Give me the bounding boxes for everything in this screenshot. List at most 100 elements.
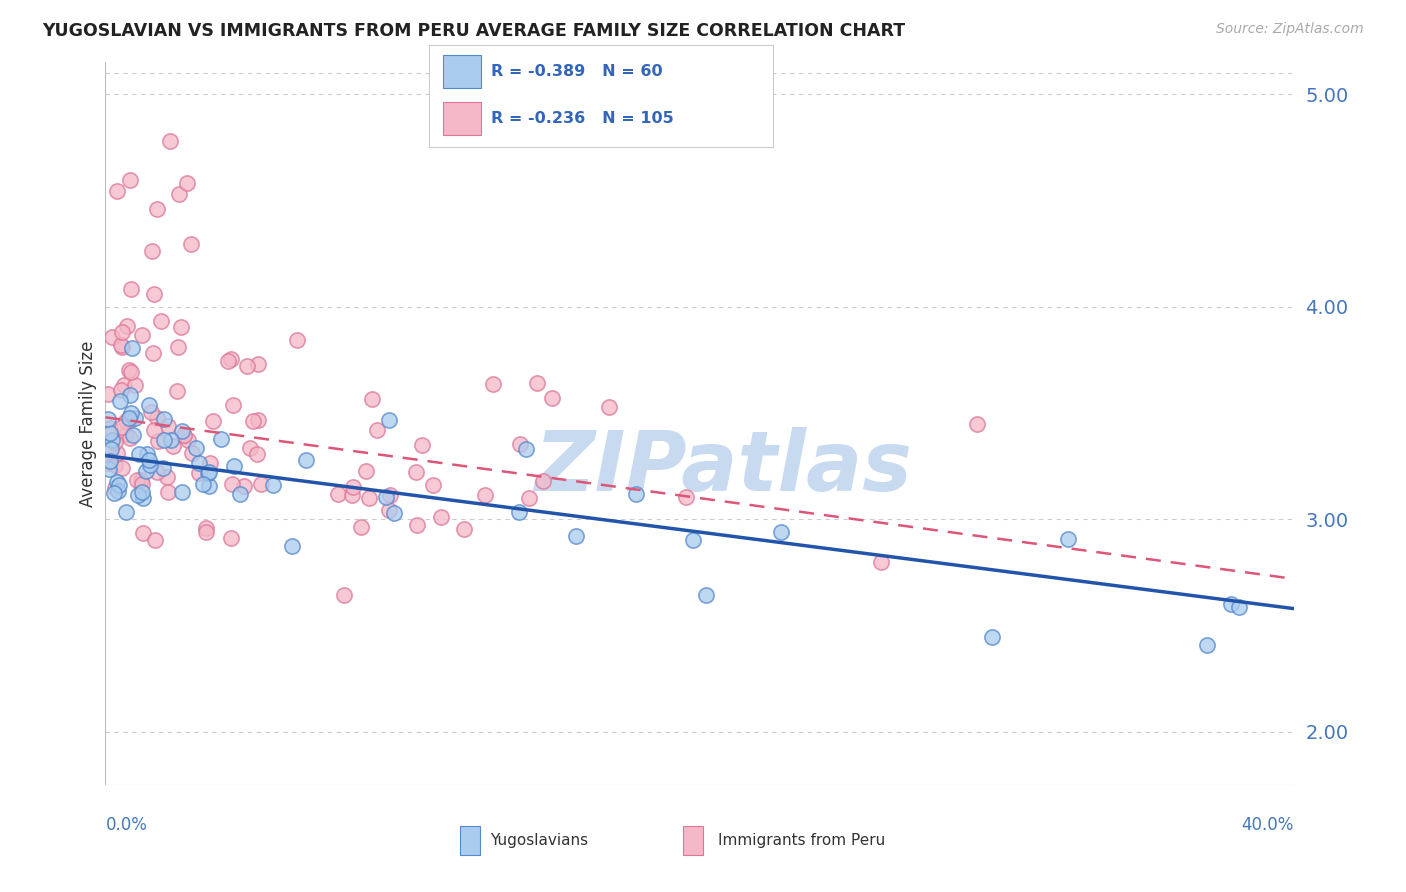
Point <box>374 490 396 504</box>
Point <box>194 521 217 535</box>
Y-axis label: Average Family Size: Average Family Size <box>79 341 97 507</box>
Point <box>1219 597 1241 611</box>
Point <box>198 479 221 493</box>
Point <box>187 467 209 481</box>
Point <box>143 533 166 547</box>
Point <box>110 338 132 352</box>
Point <box>115 505 138 519</box>
Point <box>108 393 131 408</box>
Point <box>377 412 399 426</box>
Bar <box>683 826 703 855</box>
Point <box>526 376 548 390</box>
Point <box>517 491 540 505</box>
Point <box>219 532 242 546</box>
Text: ZIPatlas: ZIPatlas <box>534 426 912 508</box>
Text: YUGOSLAVIAN VS IMMIGRANTS FROM PERU AVERAGE FAMILY SIZE CORRELATION CHART: YUGOSLAVIAN VS IMMIGRANTS FROM PERU AVER… <box>42 22 905 40</box>
Point <box>382 506 405 520</box>
Point <box>509 437 531 451</box>
Point <box>333 588 356 602</box>
Point <box>114 414 136 428</box>
Text: Yugoslavians: Yugoslavians <box>491 833 589 847</box>
Point <box>128 447 150 461</box>
Point <box>101 433 124 447</box>
Point <box>143 423 166 437</box>
Point <box>131 477 153 491</box>
Point <box>508 505 530 519</box>
Point <box>246 357 269 371</box>
Point <box>1057 532 1080 546</box>
Point <box>541 391 564 405</box>
Point <box>139 458 162 472</box>
Point <box>222 398 245 412</box>
Point <box>194 524 217 539</box>
Point <box>357 491 380 505</box>
Point <box>695 588 717 602</box>
Point <box>281 539 304 553</box>
Point <box>131 328 153 343</box>
Point <box>235 359 257 374</box>
Point <box>176 434 198 448</box>
Point <box>136 447 159 461</box>
Point <box>361 392 384 406</box>
Point <box>366 423 388 437</box>
Point <box>482 377 505 392</box>
Point <box>326 487 349 501</box>
Bar <box>460 826 481 855</box>
Point <box>249 477 271 491</box>
Point <box>132 491 155 506</box>
Text: 40.0%: 40.0% <box>1241 816 1294 834</box>
Point <box>127 488 149 502</box>
Point <box>103 485 125 500</box>
Point <box>200 456 222 470</box>
Point <box>377 503 399 517</box>
Point <box>157 419 180 434</box>
Point <box>167 186 190 201</box>
Text: Source: ZipAtlas.com: Source: ZipAtlas.com <box>1216 22 1364 37</box>
Point <box>104 458 127 472</box>
Point <box>149 314 172 328</box>
Point <box>247 413 270 427</box>
Point <box>229 487 252 501</box>
Point <box>191 477 214 491</box>
Point <box>125 473 148 487</box>
Point <box>176 177 198 191</box>
Point <box>422 477 444 491</box>
Point <box>142 346 165 360</box>
Point <box>112 378 135 392</box>
Point <box>124 378 146 392</box>
Point <box>564 529 586 543</box>
Point <box>111 325 134 339</box>
Point <box>98 454 121 468</box>
Point <box>145 411 167 425</box>
Point <box>160 434 183 448</box>
Point <box>100 420 122 434</box>
Point <box>122 428 145 442</box>
Point <box>132 526 155 541</box>
Point <box>152 461 174 475</box>
Point <box>107 484 129 499</box>
Point <box>138 398 160 412</box>
Bar <box>443 102 481 135</box>
Point <box>769 524 792 539</box>
Point <box>131 485 153 500</box>
Point <box>533 474 555 488</box>
Point <box>197 466 219 480</box>
Point <box>107 184 129 198</box>
Point <box>98 462 121 476</box>
Point <box>156 485 179 500</box>
Point <box>209 432 232 446</box>
Text: 0.0%: 0.0% <box>105 816 148 834</box>
Point <box>141 405 163 419</box>
Point <box>138 453 160 467</box>
Point <box>624 487 647 501</box>
Point <box>97 387 120 401</box>
Bar <box>443 55 481 87</box>
Point <box>97 445 120 459</box>
Point <box>120 406 142 420</box>
Point <box>155 470 177 484</box>
Point <box>98 426 121 441</box>
Point <box>135 464 157 478</box>
Point <box>232 478 254 492</box>
Point <box>162 439 184 453</box>
Point <box>966 417 988 431</box>
